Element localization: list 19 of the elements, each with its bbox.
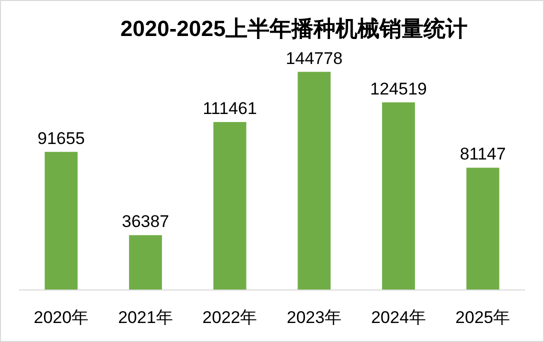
data-label: 111461 — [202, 99, 257, 118]
x-tick-label: 2020年 — [34, 308, 89, 327]
x-tick-label: 2022年 — [202, 308, 258, 327]
bar — [382, 102, 415, 290]
data-label: 81147 — [460, 144, 506, 164]
x-tick-label: 2025年 — [455, 308, 510, 327]
data-label: 124519 — [370, 79, 427, 98]
data-label: 91655 — [38, 128, 85, 148]
data-label: 144778 — [286, 48, 343, 68]
x-tick-label: 2023年 — [286, 308, 342, 327]
bar — [298, 72, 331, 290]
bar — [213, 122, 246, 290]
x-tick-label: 2024年 — [371, 308, 426, 327]
bar — [44, 152, 78, 290]
data-label: 36387 — [122, 212, 170, 232]
chart-title: 2020-2025上半年播种机械销量统计 — [120, 16, 468, 41]
bar — [129, 235, 162, 290]
bar — [466, 168, 500, 290]
x-tick-label: 2021年 — [118, 308, 173, 327]
